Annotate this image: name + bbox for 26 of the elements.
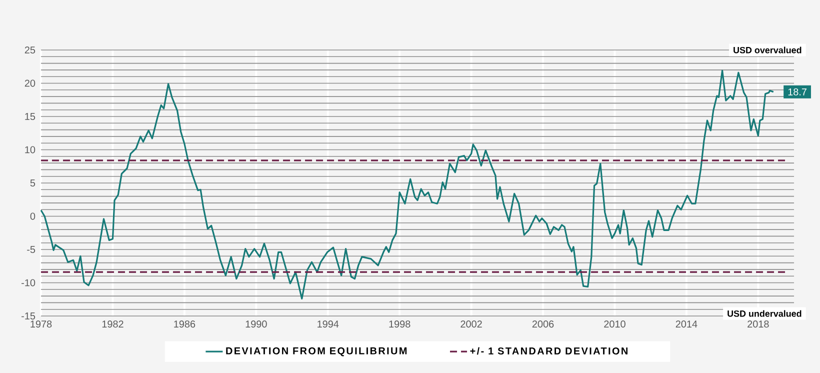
- x-tick-label: 2010: [604, 320, 626, 328]
- y-tick-label: -10: [22, 279, 36, 286]
- annotation: 18.7: [788, 88, 806, 96]
- annotation: USD undervalued: [728, 310, 802, 317]
- y-tick-label: 10: [25, 146, 36, 154]
- y-tick-label: 20: [24, 80, 36, 87]
- x-tick-label: 2002: [460, 320, 482, 328]
- x-tick-label: 1998: [389, 320, 410, 328]
- y-tick-label: 0: [30, 212, 36, 220]
- y-tick-label: 25: [24, 46, 36, 54]
- x-tick-label: 1986: [174, 320, 196, 328]
- x-tick-label: 2018: [748, 320, 769, 328]
- y-tick-label: -15: [22, 312, 36, 320]
- legend-label: +/- 1 STANDARD DEVIATION: [470, 347, 628, 355]
- x-tick-label: 1982: [102, 320, 124, 328]
- line-series: [40, 70, 774, 300]
- y-tick-label: 5: [30, 180, 36, 186]
- annotation: USD overvalued: [734, 46, 802, 54]
- x-tick-label: 1990: [246, 320, 267, 328]
- x-tick-label: 1994: [318, 320, 339, 328]
- x-tick-label: 2006: [532, 320, 554, 328]
- x-tick-label: 2014: [676, 320, 698, 328]
- legend-label: DEVIATION FROM EQUILIBRIUM: [226, 347, 407, 356]
- x-tick-label: 1978: [30, 320, 52, 328]
- y-tick-label: -5: [27, 246, 36, 253]
- y-tick-label: 15: [25, 113, 36, 120]
